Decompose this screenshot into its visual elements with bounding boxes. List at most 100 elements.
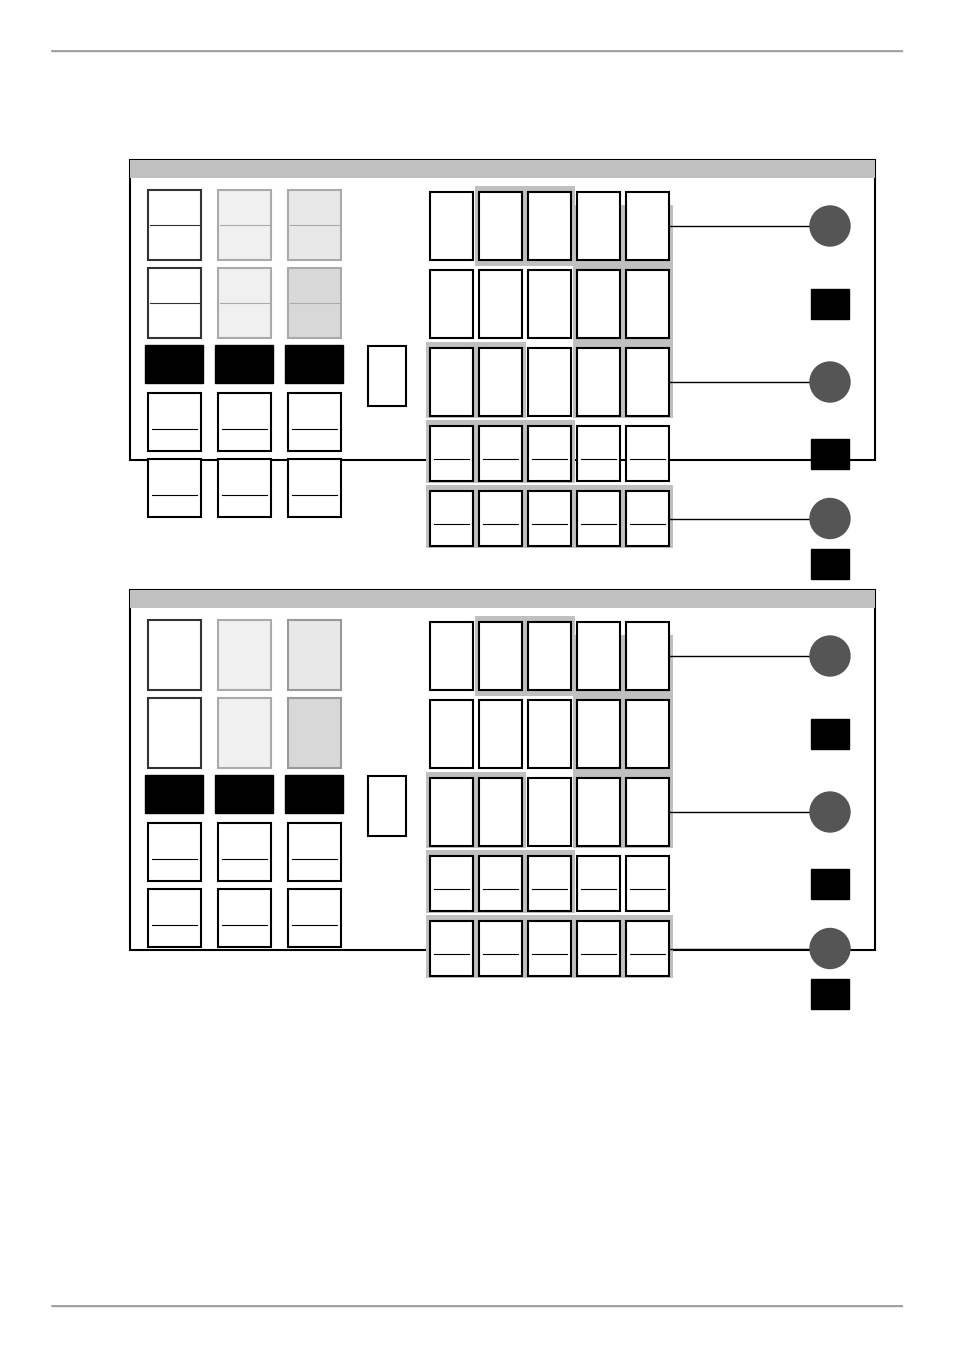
Bar xyxy=(625,921,668,975)
Bar xyxy=(288,190,340,259)
Bar xyxy=(288,823,340,881)
Bar xyxy=(426,342,525,417)
Bar xyxy=(288,459,340,517)
Bar xyxy=(527,490,571,546)
Bar xyxy=(145,345,203,382)
Bar xyxy=(577,490,619,546)
Bar xyxy=(148,459,201,517)
Bar xyxy=(288,267,340,338)
Bar xyxy=(430,700,473,767)
Bar xyxy=(577,349,619,416)
Bar xyxy=(130,159,874,178)
Bar xyxy=(430,426,473,481)
Bar xyxy=(478,192,521,259)
Bar xyxy=(810,439,848,469)
Bar xyxy=(130,159,874,459)
Bar xyxy=(430,778,473,846)
Bar xyxy=(527,700,571,767)
Bar xyxy=(527,857,571,911)
Bar xyxy=(810,978,848,1008)
Bar xyxy=(478,857,521,911)
Bar xyxy=(478,426,521,481)
Bar xyxy=(810,719,848,748)
Bar xyxy=(288,889,340,947)
Bar xyxy=(430,192,473,259)
Bar xyxy=(426,915,672,978)
Circle shape xyxy=(809,928,849,969)
Circle shape xyxy=(809,499,849,539)
Bar xyxy=(625,621,668,690)
Bar xyxy=(527,778,571,846)
Bar xyxy=(573,635,672,848)
Bar xyxy=(148,698,201,767)
Bar xyxy=(368,346,406,407)
Bar xyxy=(426,485,672,549)
Bar xyxy=(218,620,271,690)
Bar xyxy=(577,921,619,975)
Bar xyxy=(130,590,874,608)
Bar xyxy=(527,426,571,481)
Bar xyxy=(148,823,201,881)
Bar xyxy=(426,771,525,848)
Bar xyxy=(478,700,521,767)
Bar xyxy=(577,192,619,259)
Bar xyxy=(148,889,201,947)
Bar xyxy=(430,621,473,690)
Bar xyxy=(285,345,343,382)
Bar xyxy=(148,393,201,451)
Bar xyxy=(478,921,521,975)
Bar xyxy=(288,620,340,690)
Bar xyxy=(148,620,201,690)
Bar xyxy=(577,700,619,767)
Bar xyxy=(478,270,521,338)
Bar xyxy=(527,270,571,338)
Bar xyxy=(285,775,343,813)
Bar xyxy=(430,921,473,975)
Bar xyxy=(810,289,848,319)
Bar xyxy=(577,426,619,481)
Bar xyxy=(426,850,575,913)
Bar xyxy=(625,857,668,911)
Bar xyxy=(478,490,521,546)
Bar xyxy=(430,349,473,416)
Bar xyxy=(218,190,271,259)
Bar xyxy=(475,616,575,696)
Bar xyxy=(625,349,668,416)
Bar xyxy=(478,349,521,416)
Bar xyxy=(625,490,668,546)
Bar xyxy=(430,490,473,546)
Bar xyxy=(625,192,668,259)
Circle shape xyxy=(809,636,849,676)
Bar xyxy=(527,921,571,975)
Bar xyxy=(368,775,406,836)
Bar xyxy=(810,869,848,898)
Bar xyxy=(577,857,619,911)
Bar xyxy=(430,857,473,911)
Bar xyxy=(288,698,340,767)
Bar xyxy=(218,393,271,451)
Bar xyxy=(145,775,203,813)
Bar xyxy=(478,621,521,690)
Bar xyxy=(148,190,201,259)
Circle shape xyxy=(809,792,849,832)
Bar xyxy=(577,621,619,690)
Bar xyxy=(625,700,668,767)
Bar xyxy=(810,549,848,578)
Bar xyxy=(218,823,271,881)
Bar xyxy=(527,349,571,416)
Circle shape xyxy=(809,205,849,246)
Circle shape xyxy=(809,362,849,403)
Bar xyxy=(527,621,571,690)
Bar xyxy=(288,393,340,451)
Bar xyxy=(577,270,619,338)
Bar xyxy=(577,778,619,846)
Bar xyxy=(426,420,575,484)
Bar xyxy=(130,590,874,950)
Bar xyxy=(527,192,571,259)
Bar xyxy=(573,205,672,417)
Bar xyxy=(218,889,271,947)
Bar xyxy=(430,270,473,338)
Bar xyxy=(625,778,668,846)
Bar xyxy=(148,267,201,338)
Bar xyxy=(478,778,521,846)
